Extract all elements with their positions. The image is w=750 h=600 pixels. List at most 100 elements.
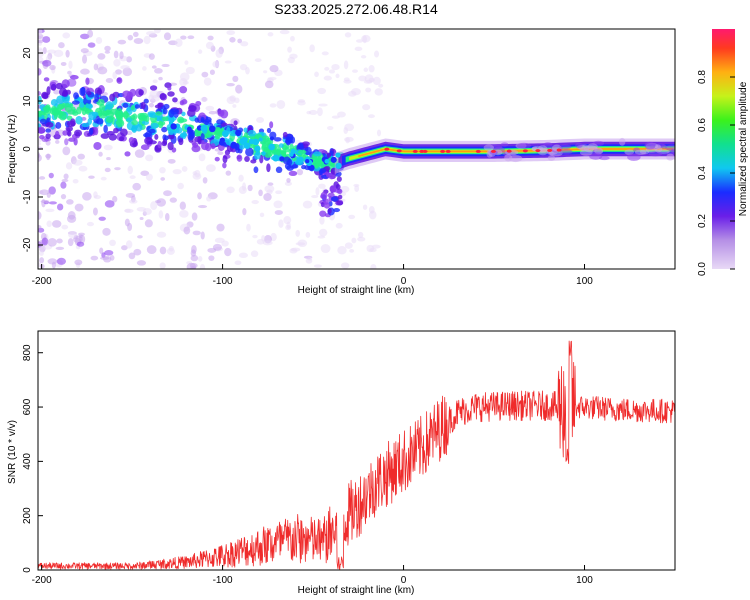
heatmap-cell xyxy=(80,33,90,40)
heatmap-cell xyxy=(78,165,88,172)
heatmap-cell xyxy=(85,103,93,109)
heatmap-cell xyxy=(297,100,306,106)
y-tick-label: 20 xyxy=(22,47,33,59)
heatmap-cell xyxy=(113,59,121,67)
heatmap-cell xyxy=(99,247,104,255)
heatmap-cell xyxy=(324,158,330,164)
heatmap-cell xyxy=(146,245,157,254)
heatmap-cell xyxy=(161,63,170,68)
heatmap-cell xyxy=(190,249,197,257)
heatmap-cell xyxy=(167,86,172,91)
heatmap-cell xyxy=(181,111,186,117)
heatmap-cell xyxy=(38,224,42,229)
heatmap-cell xyxy=(190,254,199,262)
heatmap-cell xyxy=(170,118,175,123)
heatmap-cell xyxy=(200,97,208,102)
heatmap-cell xyxy=(39,264,45,269)
heatmap-cell xyxy=(201,71,209,78)
heatmap-cell xyxy=(115,112,123,121)
heatmap-cell xyxy=(194,129,202,137)
heatmap-cell xyxy=(54,130,60,138)
y-tick-label: 800 xyxy=(22,344,33,361)
heatmap-cell xyxy=(222,155,228,164)
heatmap-cell xyxy=(187,35,195,40)
heatmap-cell xyxy=(326,126,334,131)
heatmap-cell xyxy=(367,114,375,119)
heatmap-cell xyxy=(103,255,112,263)
heatmap-cell xyxy=(38,29,43,36)
heatmap-cell xyxy=(206,196,212,202)
heatmap-cell xyxy=(63,173,69,180)
heatmap-cell xyxy=(179,201,186,210)
heatmap-cell xyxy=(333,207,340,213)
heatmap-cell xyxy=(45,128,51,133)
heatmap-cell xyxy=(158,120,166,126)
heatmap-cell xyxy=(65,49,70,58)
heatmap-cell xyxy=(90,255,99,261)
heatmap-cell xyxy=(48,172,54,179)
heatmap-cell xyxy=(445,149,451,153)
heatmap-cell xyxy=(67,70,72,75)
heatmap-cell xyxy=(475,149,481,153)
heatmap-cell xyxy=(368,65,375,73)
y-tick-label: 600 xyxy=(22,398,33,415)
heatmap-cell xyxy=(340,262,350,269)
colorbar-tick-label: 0.0 xyxy=(697,262,708,276)
heatmap-cell xyxy=(327,208,332,214)
heatmap-cell xyxy=(115,119,123,126)
heatmap-cell xyxy=(267,182,274,186)
heatmap-cell xyxy=(133,248,142,256)
heatmap-cell xyxy=(269,103,277,108)
heatmap-cell xyxy=(152,79,158,84)
heatmap-cell xyxy=(252,234,258,239)
heatmap-cell xyxy=(250,250,259,258)
heatmap-cell xyxy=(226,186,235,194)
heatmap-cell xyxy=(301,164,307,170)
heatmap-cell xyxy=(38,47,43,51)
heatmap-cell xyxy=(360,55,367,59)
spectrogram-x-label: Height of straight line (km) xyxy=(298,285,415,296)
heatmap-cell xyxy=(259,212,265,218)
heatmap-cell xyxy=(254,58,262,63)
heatmap-cell xyxy=(43,77,50,82)
heatmap-band xyxy=(358,148,674,158)
heatmap-cell xyxy=(198,153,206,162)
heatmap-cell xyxy=(100,110,110,116)
heatmap-cell xyxy=(344,136,354,143)
heatmap-cell xyxy=(254,135,260,140)
heatmap-cell xyxy=(348,214,356,220)
heatmap-cell xyxy=(133,37,144,44)
heatmap-cell xyxy=(60,193,67,200)
heatmap-cell xyxy=(98,151,103,157)
heatmap-cell xyxy=(354,46,363,52)
heatmap-cell xyxy=(170,108,180,115)
heatmap-cell xyxy=(344,32,352,38)
colorbar-tick-label: 0.8 xyxy=(697,70,708,84)
heatmap-cell xyxy=(56,257,66,265)
heatmap-cell xyxy=(654,144,661,150)
heatmap-cell xyxy=(58,42,65,49)
heatmap-cell xyxy=(122,102,129,108)
heatmap-cell xyxy=(183,80,189,85)
heatmap-cell xyxy=(154,68,163,74)
heatmap-cell xyxy=(128,252,136,260)
heatmap-cell xyxy=(284,146,290,153)
heatmap-cell xyxy=(119,51,124,60)
heatmap-cell xyxy=(46,49,57,54)
heatmap-cell xyxy=(45,133,51,139)
heatmap-cell xyxy=(315,187,320,196)
heatmap-cell xyxy=(72,178,79,184)
heatmap-cell xyxy=(142,66,147,71)
heatmap-cell xyxy=(45,208,55,213)
heatmap-cell xyxy=(216,119,224,125)
heatmap-cell xyxy=(170,123,177,130)
y-tick-label: 0 xyxy=(22,567,33,573)
heatmap-cell xyxy=(490,149,496,153)
x-tick-label: -100 xyxy=(213,276,233,287)
heatmap-cell xyxy=(81,122,90,128)
heatmap-cell xyxy=(559,144,572,150)
heatmap-cell xyxy=(121,245,128,251)
heatmap-cell xyxy=(42,36,51,43)
heatmap-cell xyxy=(200,118,205,123)
heatmap-cell xyxy=(290,136,296,144)
